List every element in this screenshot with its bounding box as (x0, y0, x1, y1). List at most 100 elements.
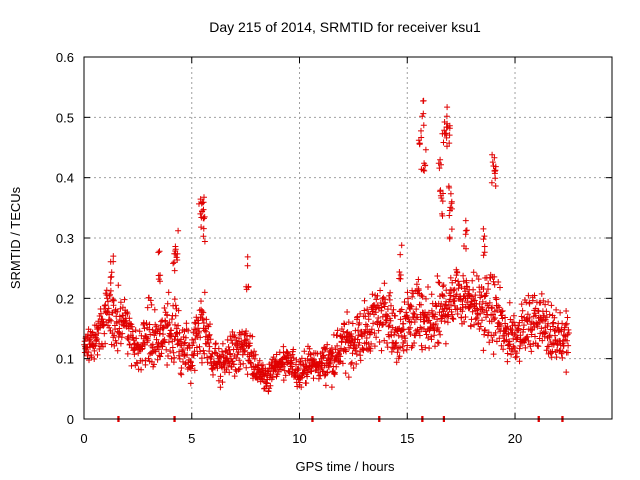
data-point (486, 299, 493, 306)
data-point (267, 382, 274, 389)
data-point (510, 312, 517, 319)
data-point (242, 347, 248, 354)
data-point (117, 299, 124, 306)
data-point-peak (492, 163, 499, 170)
data-point-peak (171, 267, 178, 274)
data-point (243, 328, 250, 335)
data-point-peak (480, 252, 487, 259)
data-point (397, 316, 404, 323)
data-point (280, 377, 287, 384)
data-point (341, 321, 348, 328)
data-point (522, 344, 529, 351)
data-point-peak (480, 225, 487, 232)
data-point (371, 330, 378, 337)
data-point-peak (446, 212, 453, 219)
data-point (504, 358, 511, 365)
data-point (539, 337, 546, 344)
data-point-peak (420, 167, 427, 173)
data-point-peak (481, 249, 488, 256)
data-point (94, 336, 101, 342)
data-point (356, 339, 363, 346)
data-point (147, 297, 154, 304)
data-point (159, 343, 166, 350)
data-point (189, 362, 196, 369)
data-point (128, 362, 135, 369)
data-point (183, 320, 190, 327)
data-point (249, 333, 256, 340)
chart-title: Day 215 of 2014, SRMTID for receiver ksu… (209, 19, 481, 35)
data-point (298, 355, 305, 362)
data-point (177, 370, 184, 377)
data-point (390, 306, 397, 313)
data-point (357, 357, 364, 364)
data-point-peak (448, 200, 455, 207)
data-point (496, 304, 503, 311)
data-point-peak (444, 104, 451, 111)
data-point (440, 282, 447, 289)
data-point (411, 340, 418, 346)
data-point (369, 291, 376, 298)
data-point-peak (441, 130, 448, 137)
data-point (110, 296, 117, 303)
data-point (486, 339, 493, 346)
data-point (553, 354, 560, 361)
data-point (361, 297, 368, 304)
data-point (85, 349, 92, 356)
data-point-peak (173, 254, 180, 261)
data-point (322, 382, 329, 389)
data-point (206, 331, 213, 338)
data-point (151, 361, 157, 368)
data-point-peak (440, 139, 447, 146)
data-point-peak (421, 167, 428, 174)
data-point (543, 314, 550, 321)
data-point-peak (197, 196, 204, 203)
data-point (411, 311, 418, 318)
data-point (223, 366, 230, 373)
data-point (207, 321, 213, 328)
data-point (496, 335, 503, 342)
data-point (304, 369, 311, 376)
data-point (203, 316, 210, 323)
data-point (216, 353, 223, 360)
data-point (415, 287, 422, 294)
data-point (342, 370, 349, 377)
data-point (499, 315, 506, 322)
data-point (86, 357, 92, 364)
data-point (171, 354, 178, 361)
data-point (350, 365, 357, 371)
data-point (101, 302, 108, 309)
data-point (94, 351, 101, 358)
data-point (407, 302, 414, 309)
data-point (252, 351, 259, 358)
data-point (348, 333, 355, 340)
data-point (168, 316, 175, 323)
data-point (376, 339, 383, 345)
data-point (344, 309, 351, 315)
data-point (428, 291, 435, 298)
y-tick-label: 0.2 (56, 291, 74, 306)
data-point (226, 369, 233, 376)
data-point (95, 330, 102, 337)
data-point (121, 296, 128, 303)
data-point (171, 296, 178, 303)
data-point (345, 374, 352, 381)
data-point (459, 304, 466, 311)
data-point (546, 311, 553, 318)
data-point (100, 343, 106, 350)
data-point (388, 302, 394, 309)
data-point (356, 320, 363, 326)
data-point (155, 346, 162, 353)
data-point (440, 293, 447, 300)
data-point (364, 323, 371, 330)
data-point (363, 335, 370, 341)
data-point (105, 298, 111, 305)
data-point (107, 291, 113, 298)
data-point (434, 316, 441, 323)
data-point (436, 279, 443, 286)
data-point (418, 342, 425, 349)
data-point (564, 337, 570, 344)
data-point (251, 355, 258, 362)
data-point (235, 366, 242, 373)
data-point (546, 332, 553, 339)
data-point (168, 327, 175, 334)
